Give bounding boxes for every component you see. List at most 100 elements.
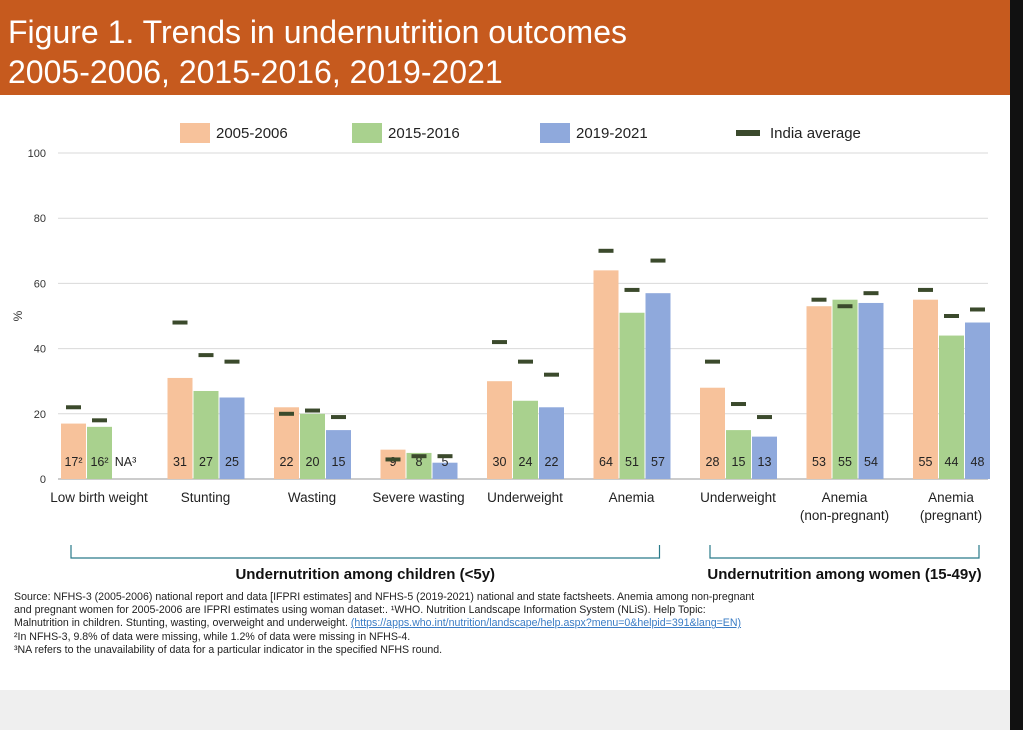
data-label: 15 (332, 455, 346, 469)
bar-chart: 0 20 40 60 80 100% 2005-2006 2015-2016 2019-2021… (11, 123, 990, 583)
india-average-marker (970, 307, 985, 312)
figure-header: Figure 1. Trends in undernutrition outco… (0, 0, 1010, 95)
source-notes: Source: NFHS-3 (2005-2006) national repo… (14, 591, 999, 657)
india-average-marker (811, 297, 827, 302)
data-label: 55 (919, 455, 933, 469)
bar (752, 436, 777, 479)
india-average-marker (385, 457, 401, 462)
bar (87, 426, 112, 479)
source-line-2: and pregnant women for 2005-2006 are IFP… (14, 604, 706, 617)
bar (300, 413, 325, 479)
india-average-marker (624, 287, 640, 292)
source-line-3: Malnutrition in children. Stunting, wast… (14, 617, 348, 630)
category-label: Severe wasting (372, 490, 464, 505)
india-average-marker (944, 314, 959, 318)
data-label: 25 (225, 455, 239, 469)
bar (700, 387, 725, 479)
india-average-marker (705, 359, 720, 364)
data-label: 22 (545, 455, 559, 469)
source-line-1: Source: NFHS-3 (2005-2006) national repo… (14, 591, 755, 603)
data-label: 44 (945, 455, 959, 469)
data-label: 51 (625, 455, 639, 469)
bar (167, 377, 193, 479)
data-label: 30 (493, 455, 507, 469)
india-average-marker (279, 411, 294, 416)
bottom-margin (0, 690, 1010, 730)
india-average-marker (411, 454, 427, 459)
y-tick-label: 0 (40, 474, 46, 486)
bar (219, 397, 245, 479)
footnote-2: ²In NFHS-3, 9.8% of data were missing, w… (14, 630, 411, 643)
india-average-marker (66, 405, 81, 410)
y-tick-label: 20 (34, 409, 46, 421)
data-label: 5 (442, 455, 449, 469)
india-average-marker (437, 454, 453, 459)
bar (380, 449, 406, 479)
data-label: NA³ (115, 455, 137, 469)
india-average-marker (305, 408, 320, 413)
category-label: Wasting (288, 490, 336, 505)
category-label: (non-pregnant) (800, 508, 889, 523)
bar (913, 299, 938, 479)
data-label: 8 (416, 455, 423, 469)
bar (487, 381, 512, 479)
category-label: Underweight (487, 490, 563, 505)
data-label: 15 (732, 455, 746, 469)
bar (326, 430, 351, 479)
category-label: Anemia (928, 490, 974, 505)
data-label: 31 (173, 455, 187, 469)
india-average-marker (518, 359, 533, 364)
category-label: Low birth weight (50, 490, 148, 505)
data-label: 48 (971, 455, 985, 469)
data-label: 28 (706, 455, 720, 469)
india-average-marker (837, 304, 853, 309)
y-tick-label: 100 (28, 148, 46, 160)
data-label: 54 (864, 455, 878, 469)
data-label: 53 (812, 455, 826, 469)
group-label: Undernutrition among children (<5y) (235, 566, 495, 583)
group-label: Undernutrition among women (15-49y) (707, 566, 981, 583)
y-tick-label: 60 (34, 278, 46, 290)
india-average-marker (224, 359, 240, 364)
data-label: 22 (280, 455, 294, 469)
bar (832, 299, 858, 479)
data-label: 17² (64, 455, 82, 469)
india-average-marker (492, 340, 507, 345)
bar (645, 293, 671, 479)
india-average-marker (918, 287, 933, 292)
bar (274, 407, 299, 479)
category-label: (pregnant) (920, 508, 982, 523)
source-link[interactable]: (https://apps.who.int/nutrition/landscap… (350, 617, 742, 630)
india-average-marker (92, 418, 107, 423)
bar (61, 423, 86, 479)
screen-edge (1010, 0, 1023, 730)
india-average-marker (757, 415, 772, 420)
category-label: Anemia (822, 490, 868, 505)
legend-swatch (540, 123, 570, 143)
india-average-marker (731, 402, 746, 407)
bar (806, 306, 832, 479)
bar (965, 322, 990, 479)
bar (619, 312, 645, 479)
india-average-marker (198, 353, 214, 358)
bar (432, 462, 458, 479)
data-label: 16² (90, 455, 108, 469)
legend-label: 2015-2016 (388, 125, 460, 142)
category-label: Underweight (700, 490, 776, 505)
data-label: 57 (651, 455, 665, 469)
data-label: 64 (599, 455, 613, 469)
bar (593, 270, 619, 479)
figure-title: Figure 1. Trends in undernutrition outco… (8, 14, 627, 50)
bar (193, 390, 219, 479)
data-label: 24 (519, 455, 533, 469)
data-label: 9 (390, 455, 397, 469)
legend-label: 2019-2021 (576, 125, 648, 142)
category-label: Anemia (609, 490, 655, 505)
bar (939, 335, 964, 479)
footnote-3: ³NA refers to the unavailability of data… (14, 643, 443, 656)
data-label: 27 (199, 455, 213, 469)
bar (539, 407, 564, 479)
legend-swatch (352, 123, 382, 143)
india-average-marker (331, 415, 346, 420)
india-average-marker (863, 291, 879, 296)
